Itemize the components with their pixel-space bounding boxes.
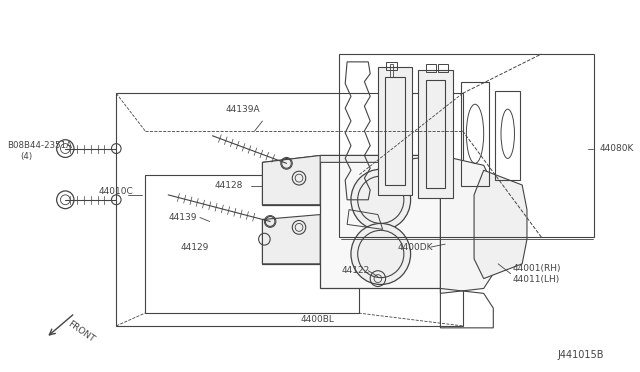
Text: 44122: 44122 — [341, 266, 369, 275]
Polygon shape — [262, 155, 320, 205]
Polygon shape — [262, 219, 320, 264]
Text: FRONT: FRONT — [66, 319, 96, 344]
Polygon shape — [262, 155, 440, 162]
Text: 4400BL: 4400BL — [301, 315, 335, 324]
Text: 44010C: 44010C — [99, 187, 134, 196]
Text: 44129: 44129 — [180, 243, 209, 251]
Polygon shape — [262, 162, 320, 205]
Polygon shape — [440, 155, 493, 294]
Text: 44128: 44128 — [214, 180, 243, 189]
Polygon shape — [378, 67, 412, 195]
Polygon shape — [262, 215, 320, 264]
Text: (4): (4) — [20, 152, 32, 161]
Text: 44011(LH): 44011(LH) — [513, 275, 560, 284]
Text: B08B44-2351A: B08B44-2351A — [8, 141, 72, 150]
Text: 44139A: 44139A — [226, 105, 260, 114]
Ellipse shape — [351, 169, 411, 230]
Text: 44080K: 44080K — [599, 144, 634, 153]
Polygon shape — [474, 170, 527, 279]
Polygon shape — [419, 70, 453, 198]
Text: 4400DK: 4400DK — [397, 243, 433, 251]
Polygon shape — [320, 155, 440, 288]
Text: J441015B: J441015B — [557, 350, 604, 360]
Ellipse shape — [351, 224, 411, 285]
Text: 44001(RH): 44001(RH) — [513, 264, 561, 273]
Text: 44139: 44139 — [168, 213, 196, 222]
